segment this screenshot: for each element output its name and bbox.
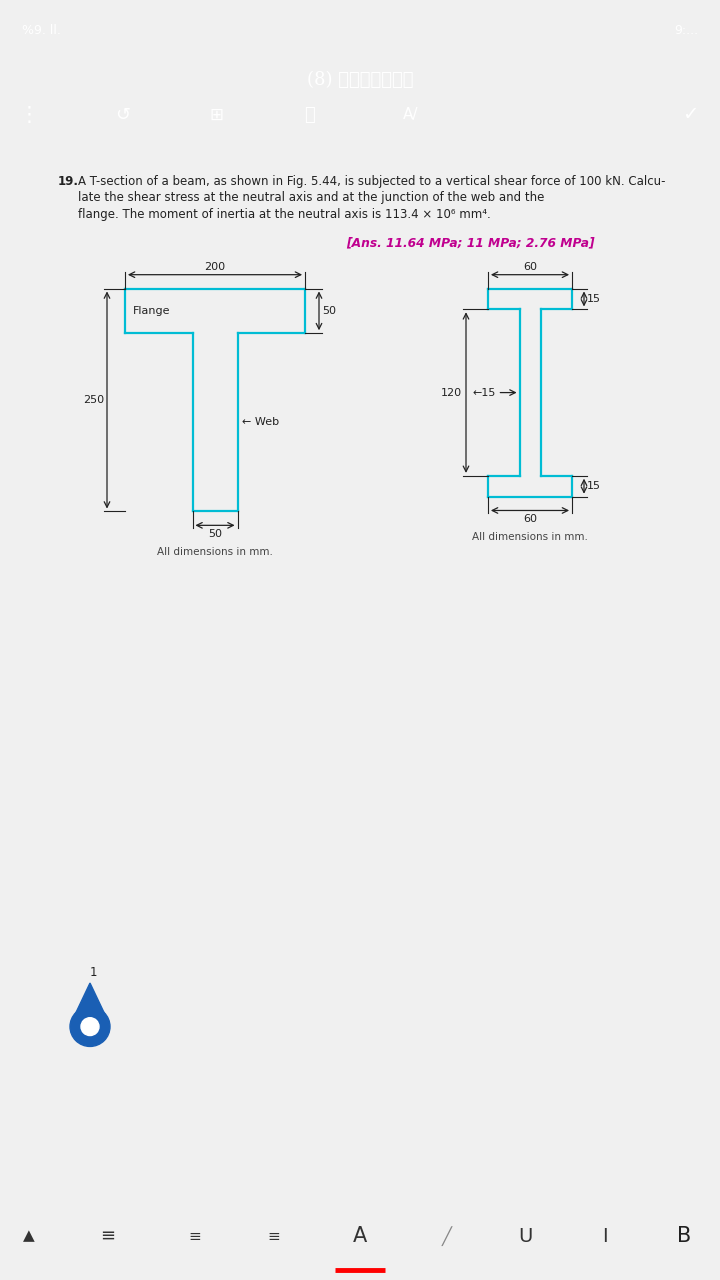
Text: ╱: ╱ [441,1226,451,1245]
Text: ←15: ←15 [472,388,495,398]
Circle shape [81,1018,99,1036]
Text: 200: 200 [204,261,225,271]
Text: 50: 50 [208,530,222,539]
Text: A/: A/ [402,108,418,122]
Text: 50: 50 [322,306,336,316]
Text: All dimensions in mm.: All dimensions in mm. [157,547,273,557]
Text: A: A [353,1226,367,1245]
Text: 120: 120 [441,388,462,398]
Text: %9. ll.: %9. ll. [22,23,60,37]
Text: ↺: ↺ [114,106,130,124]
Text: ⌕: ⌕ [305,106,315,124]
Text: B: B [677,1226,691,1245]
Text: U: U [518,1226,533,1245]
Text: 60: 60 [523,261,537,271]
Text: 9:...: 9:... [674,23,698,37]
Text: ⋮: ⋮ [19,105,39,124]
Text: 15: 15 [587,294,601,303]
Text: ≡: ≡ [267,1229,280,1243]
Text: ✓: ✓ [682,105,698,124]
Text: 250: 250 [83,396,104,404]
Text: 1: 1 [89,966,96,979]
Text: 60: 60 [523,515,537,525]
Text: Flange: Flange [133,306,171,316]
Text: late the shear stress at the neutral axis and at the junction of the web and the: late the shear stress at the neutral axi… [78,192,544,205]
Text: All dimensions in mm.: All dimensions in mm. [472,532,588,543]
Polygon shape [74,983,106,1016]
Text: I: I [602,1226,608,1245]
Text: (8) المستند: (8) المستند [307,70,413,88]
Circle shape [70,1007,110,1047]
Text: A T-section of a beam, as shown in Fig. 5.44, is subjected to a vertical shear f: A T-section of a beam, as shown in Fig. … [78,174,665,188]
Text: ⊞: ⊞ [209,106,223,124]
Text: flange. The moment of inertia at the neutral axis is 113.4 × 10⁶ mm⁴.: flange. The moment of inertia at the neu… [78,209,491,221]
Text: [Ans. 11.64 MPa; 11 MPa; 2.76 MPa]: [Ans. 11.64 MPa; 11 MPa; 2.76 MPa] [346,236,594,250]
Text: 19.: 19. [58,174,79,188]
Text: ← Web: ← Web [241,417,279,428]
Text: ≡: ≡ [100,1228,116,1245]
Text: ≡: ≡ [188,1229,201,1243]
Text: 15: 15 [587,481,601,492]
Text: ▲: ▲ [23,1229,35,1243]
